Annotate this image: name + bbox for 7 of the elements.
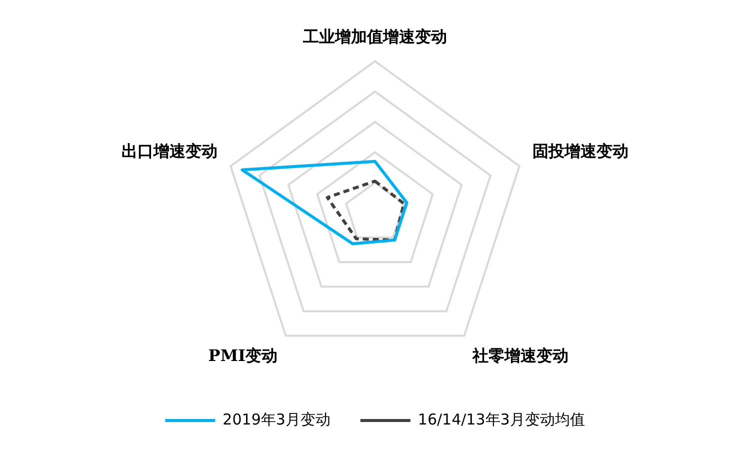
spoke-label: 出口增速变动 bbox=[121, 141, 218, 160]
spoke-label: PMI变动 bbox=[208, 346, 278, 365]
legend-label: 16/14/13年3月变动均值 bbox=[418, 410, 585, 428]
spoke-label: 固投增速变动 bbox=[532, 141, 629, 160]
legend-label: 2019年3月变动 bbox=[222, 410, 330, 428]
spoke-label: 工业增加值增速变动 bbox=[302, 26, 447, 46]
spoke-label: 社零增速变动 bbox=[471, 346, 568, 365]
